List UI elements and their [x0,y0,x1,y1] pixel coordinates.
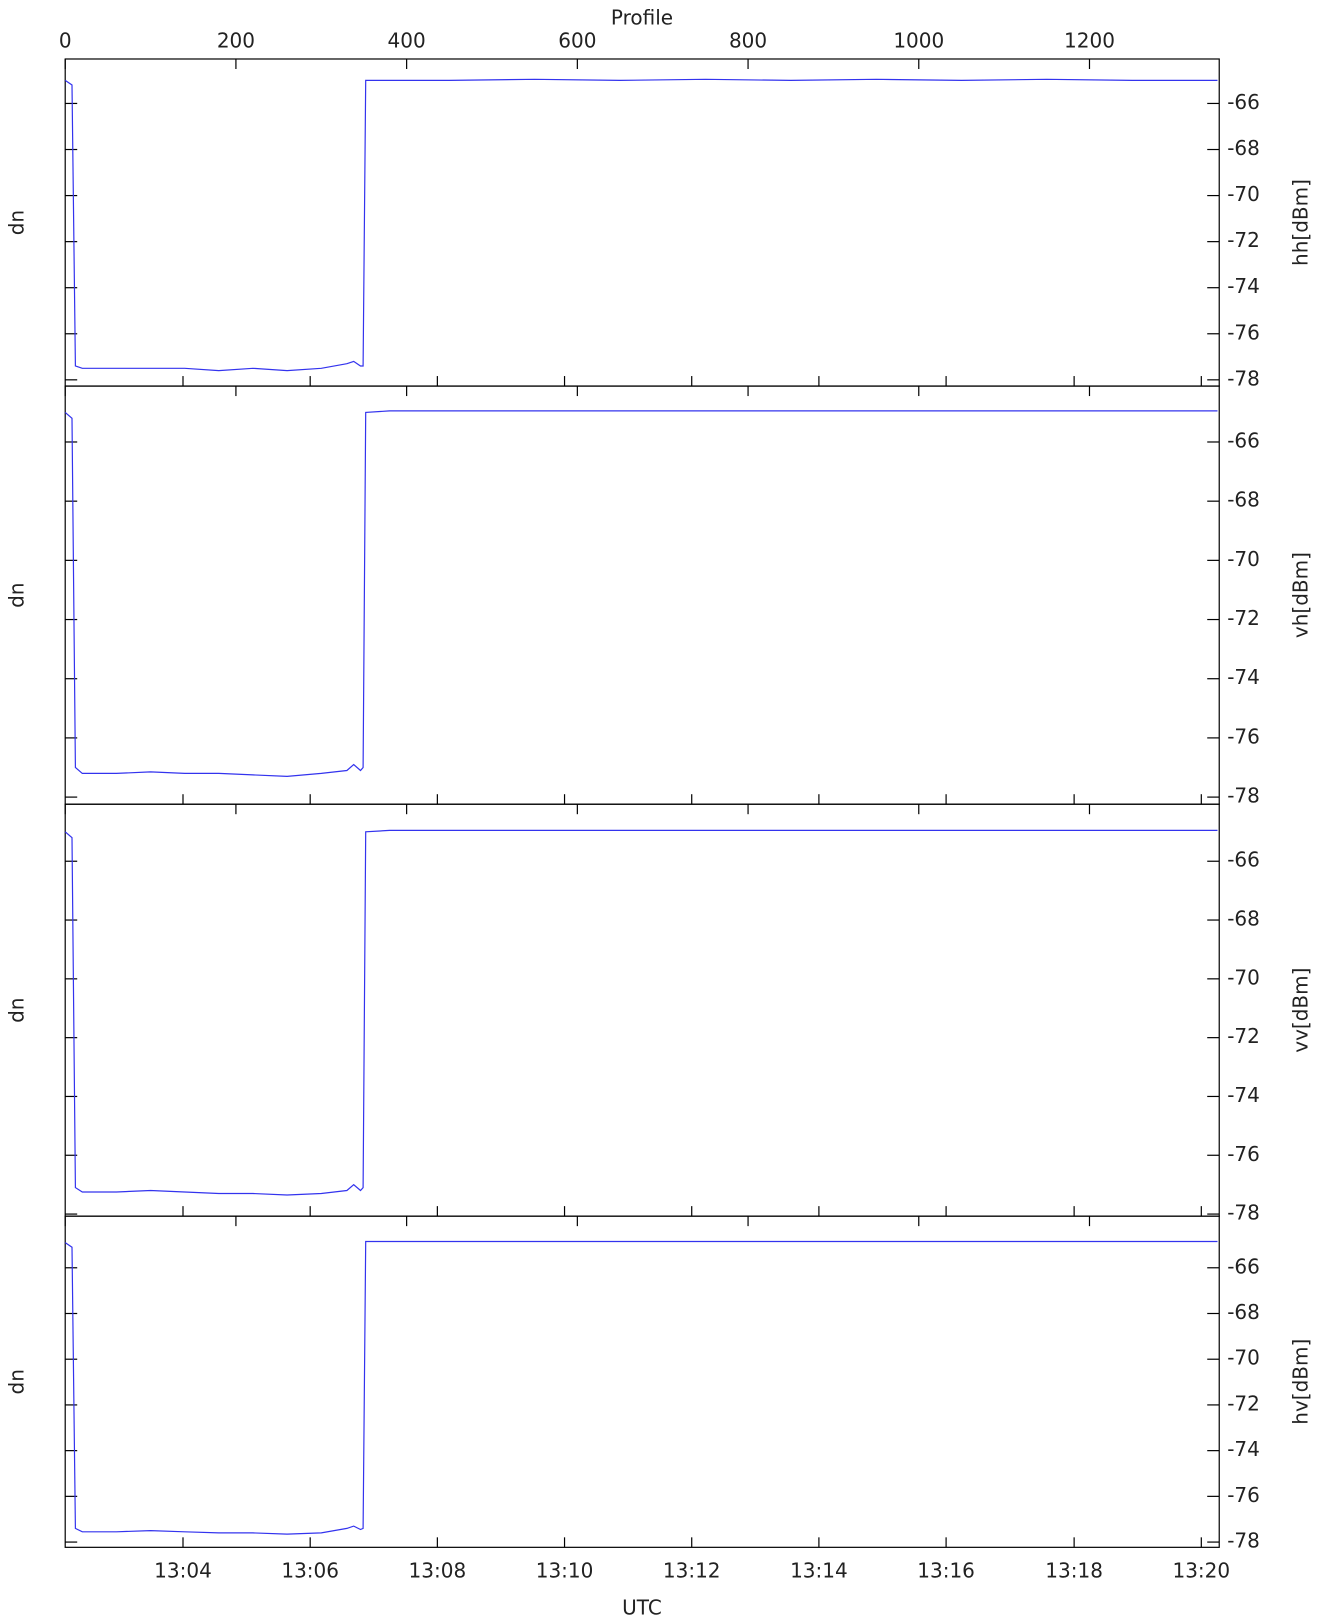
y-tick-label: -72 [1227,606,1260,630]
y-tick-label: -78 [1227,784,1260,808]
y-tick-label: -78 [1227,1529,1260,1553]
y-tick-label: -68 [1227,907,1260,931]
y-tick-label: -72 [1227,228,1260,252]
y-tick-label: -70 [1227,547,1260,571]
x2-tick-label: 0 [59,29,72,53]
y-axis-title: up [8,1369,32,1394]
y-tick-label: -78 [1227,1201,1260,1225]
plot-frame [64,1215,1220,1548]
y-axis-title: up [8,210,32,235]
x-tick-label: 13:04 [154,1559,212,1583]
y-tick-label: -74 [1227,665,1260,689]
y-tick-label: -70 [1227,182,1260,206]
x-axis-title: UTC [622,1596,662,1620]
y-tick-label: -70 [1227,965,1260,989]
y-tick-label: -68 [1227,488,1260,512]
x-tick-label: 13:08 [409,1559,467,1583]
x2-tick-label: 200 [217,29,255,53]
x2-tick-label: 1000 [893,29,944,53]
y2-axis-title: hh[dBm] [1289,179,1313,266]
y2-axis-title: vv[dBm] [1289,968,1313,1053]
x2-tick-label: 600 [558,29,596,53]
plot-frame [64,803,1220,1217]
x-tick-label: 13:16 [917,1559,975,1583]
y-tick-label: -68 [1227,136,1260,160]
x-tick-label: 13:10 [536,1559,594,1583]
y-tick-label: -66 [1227,848,1260,872]
x-tick-label: 13:18 [1045,1559,1103,1583]
plot-frame [64,58,1220,387]
data-line [64,78,1218,372]
y-tick-label: -74 [1227,1083,1260,1107]
y-tick-label: -76 [1227,724,1260,748]
y-tick-label: -76 [1227,1483,1260,1507]
y-tick-label: -72 [1227,1024,1260,1048]
y-tick-label: -74 [1227,1437,1260,1461]
y-tick-label: -78 [1227,366,1260,390]
y-tick-label: -68 [1227,1300,1260,1324]
x2-tick-label: 400 [388,29,426,53]
y-tick-label: -76 [1227,1142,1260,1166]
x-tick-label: 13:06 [281,1559,339,1583]
x-tick-label: 13:14 [790,1559,848,1583]
x2-tick-label: 1200 [1064,29,1115,53]
y2-axis-title: hv[dBm] [1289,1339,1313,1425]
y-tick-label: -70 [1227,1346,1260,1370]
x2-tick-label: 800 [729,29,767,53]
y-tick-label: -66 [1227,90,1260,114]
y-tick-label: -76 [1227,320,1260,344]
x-tick-label: 13:12 [663,1559,721,1583]
x-tick-label: 13:20 [1172,1559,1230,1583]
data-line [64,1240,1218,1535]
y-axis-title: up [8,582,32,607]
data-line [64,410,1218,778]
y-tick-label: -66 [1227,1254,1260,1278]
y-tick-label: -66 [1227,428,1260,452]
y2-axis-title: vh[dBm] [1289,552,1313,638]
data-line [64,829,1218,1196]
y-tick-label: -72 [1227,1391,1260,1415]
y-tick-label: -74 [1227,274,1260,298]
plot-frame [64,385,1220,805]
y-axis-title: up [8,997,32,1022]
x2-axis-title: Profile [611,6,673,30]
